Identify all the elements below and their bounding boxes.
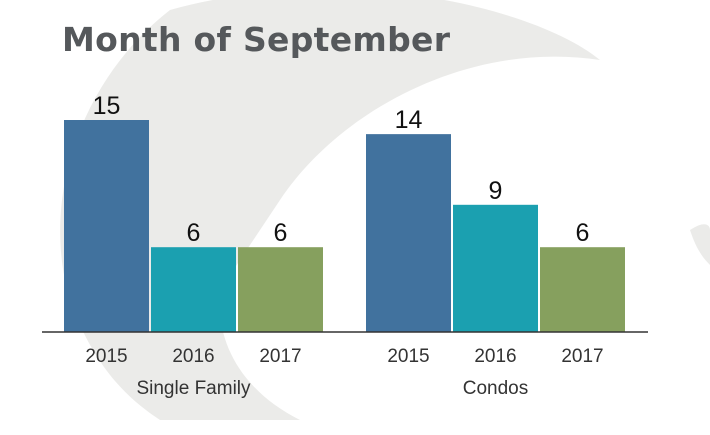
bar-single-family-2016	[151, 247, 236, 332]
bar-single-family-2017	[238, 247, 323, 332]
bar-condos-2016	[453, 204, 538, 332]
tick-label-condos-2017: 2017	[561, 346, 603, 367]
bars-layer	[64, 120, 625, 332]
tick-label-condos-2015: 2015	[387, 346, 429, 367]
data-label-single-family-2016: 6	[187, 219, 201, 247]
chart-title: Month of September	[62, 20, 451, 59]
bar-condos-2017	[540, 247, 625, 332]
data-label-single-family-2015: 15	[93, 92, 121, 120]
bar-condos-2015	[366, 134, 451, 332]
data-label-single-family-2017: 6	[274, 219, 288, 247]
group-label-condos: Condos	[463, 378, 529, 399]
tick-label-single-family-2016: 2016	[172, 346, 214, 367]
group-label-single-family: Single Family	[136, 378, 251, 399]
data-label-condos-2016: 9	[489, 177, 503, 205]
data-label-condos-2015: 14	[395, 106, 423, 134]
bar-single-family-2015	[64, 120, 149, 332]
labels-layer: 15 2015 6 2016 6 2017 Single Family 14 2015 9 2016…	[85, 92, 603, 399]
tick-label-condos-2016: 2016	[474, 346, 516, 367]
tick-label-single-family-2017: 2017	[259, 346, 301, 367]
tick-label-single-family-2015: 2015	[85, 346, 127, 367]
data-label-condos-2017: 6	[576, 219, 590, 247]
